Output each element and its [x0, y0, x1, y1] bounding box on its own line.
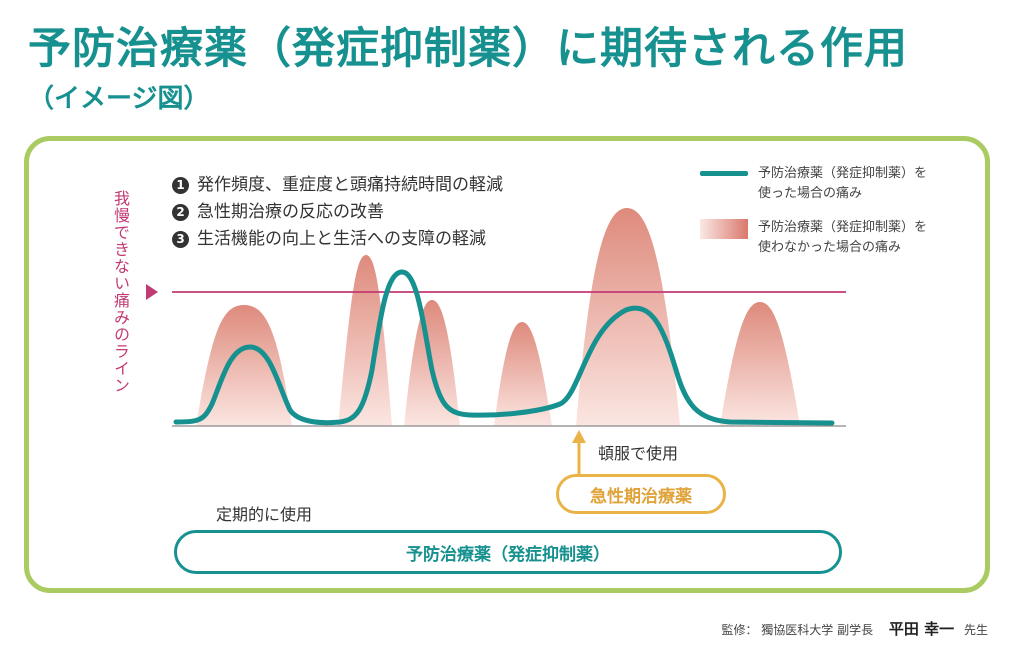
- effect-item: 1 発作頻度、重症度と頭痛持続時間の軽減: [172, 172, 503, 199]
- page-subtitle: （イメージ図）: [28, 84, 210, 114]
- effect-text: 生活機能の向上と生活への支障の軽減: [197, 229, 486, 249]
- tonpuku-arrow-icon: [572, 430, 586, 443]
- expected-effects-list: 1 発作頻度、重症度と頭痛持続時間の軽減 2 急性期治療の反応の改善 3 生活機…: [172, 172, 503, 253]
- untreated-peak-1: [196, 305, 292, 426]
- legend-untreated-text-2: 使わなかった場合の痛み: [758, 240, 902, 255]
- effect-item: 3 生活機能の向上と生活への支障の軽減: [172, 226, 503, 253]
- legend-item-untreated: 予防治療薬（発症抑制薬）を 使わなかった場合の痛み: [700, 218, 927, 258]
- legend-fill-swatch: [700, 219, 748, 239]
- effect-text: 急性期治療の反応の改善: [197, 202, 384, 222]
- supervisor-credit: 監修： 獨協医科大学 副学長 平田 幸一 先生: [721, 618, 988, 639]
- legend-treated-text-1: 予防治療薬（発症抑制薬）を: [758, 166, 928, 181]
- page-title: 予防治療薬（発症抑制薬）に期待される作用: [28, 24, 908, 74]
- credit-suffix: 先生: [963, 623, 988, 637]
- legend-treated-text-2: 使った場合の痛み: [758, 186, 863, 201]
- number-badge-icon: 2: [172, 204, 189, 221]
- untreated-pain-area: [196, 208, 800, 426]
- treated-pain-curve: [173, 269, 835, 426]
- effect-text: 発作頻度、重症度と頭痛持続時間の軽減: [197, 175, 503, 195]
- untreated-peak-2: [338, 255, 392, 426]
- untreated-peak-5: [576, 208, 680, 426]
- credit-role: 監修： 獨協医科大学 副学長: [721, 623, 874, 637]
- number-badge-icon: 3: [172, 231, 189, 248]
- number-badge-icon: 1: [172, 177, 189, 194]
- diagram-frame: [24, 136, 990, 593]
- credit-name: 平田 幸一: [888, 620, 955, 638]
- legend: 予防治療薬（発症抑制薬）を 使った場合の痛み 予防治療薬（発症抑制薬）を 使わな…: [700, 164, 927, 272]
- untreated-peak-6: [720, 302, 800, 426]
- preventive-drug-bar: 予防治療薬（発症抑制薬）: [174, 530, 842, 574]
- acute-drug-pill: 急性期治療薬: [556, 474, 726, 514]
- pain-threshold-label: 我慢できない痛みのライン: [111, 190, 130, 394]
- effect-item: 2 急性期治療の反応の改善: [172, 199, 503, 226]
- legend-item-treated: 予防治療薬（発症抑制薬）を 使った場合の痛み: [700, 164, 927, 204]
- regular-use-label: 定期的に使用: [216, 505, 313, 524]
- tonpuku-label: 頓服で使用: [598, 444, 679, 463]
- threshold-marker-icon: [146, 284, 158, 300]
- untreated-peak-4: [494, 322, 552, 426]
- legend-line-swatch: [700, 171, 748, 176]
- legend-untreated-text-1: 予防治療薬（発症抑制薬）を: [758, 220, 928, 235]
